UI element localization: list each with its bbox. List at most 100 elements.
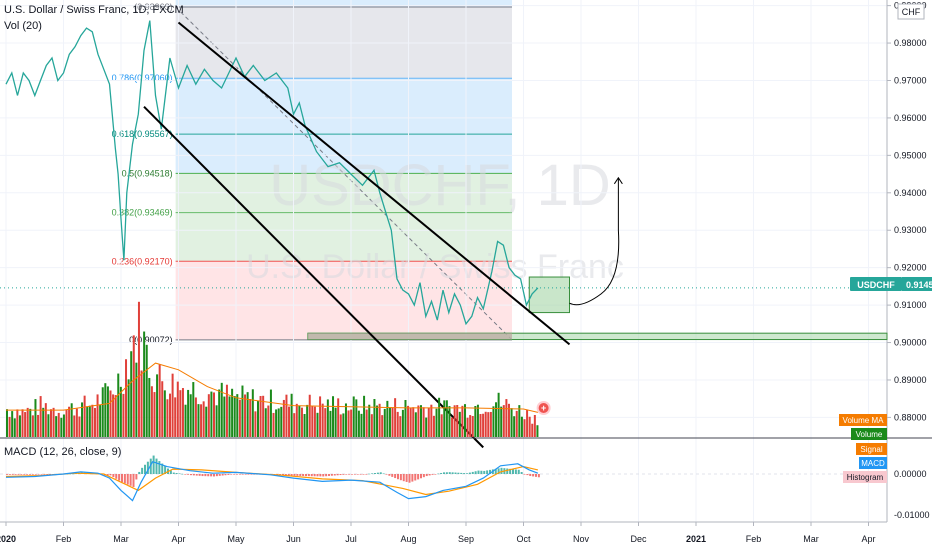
volume-bar — [119, 386, 122, 437]
histogram-bar — [287, 474, 290, 476]
volume-bar — [88, 405, 91, 437]
volume-bar — [75, 408, 78, 437]
symbol-title[interactable]: U.S. Dollar / Swiss Franc, 1D, FXCM — [4, 4, 184, 16]
volume-bar — [215, 405, 218, 437]
volume-indicator-label[interactable]: Vol (20) — [4, 20, 42, 32]
volume-bar — [334, 407, 337, 437]
volume-bar — [62, 414, 65, 437]
fib-band-1 — [175, 78, 512, 135]
volume-bar — [96, 394, 99, 437]
histogram-bar — [402, 474, 405, 482]
histogram-bar — [376, 472, 379, 474]
legend-badge-bg — [856, 443, 887, 455]
channel-upper-line — [177, 21, 571, 346]
volume-bar — [311, 406, 314, 437]
histogram-bar — [356, 474, 359, 475]
histogram-bar — [333, 474, 336, 476]
currency-box[interactable] — [897, 3, 925, 20]
histogram-bar — [434, 474, 437, 475]
histogram-bar — [520, 472, 523, 474]
trend-channel[interactable] — [143, 21, 623, 449]
histogram-bar — [509, 468, 512, 474]
macd-tick-label: -0.01000 — [894, 510, 930, 520]
volume-bar — [394, 398, 397, 437]
histogram-bar — [319, 474, 322, 477]
volume-bar — [57, 412, 60, 437]
histogram-bar — [310, 474, 313, 477]
histogram-bar — [368, 473, 371, 475]
histogram-bar — [129, 474, 132, 486]
time-tick-label: Jun — [286, 534, 301, 544]
histogram-bar — [457, 472, 460, 474]
volume-bar — [324, 408, 327, 437]
volume-bar — [282, 399, 285, 437]
volume-bar — [319, 396, 322, 437]
volume-bar — [357, 410, 360, 437]
volume-bar — [6, 409, 8, 437]
legend-badge-label: Signal — [860, 445, 882, 454]
time-tick-label: 2020 — [0, 534, 16, 544]
histogram-bar — [414, 474, 417, 481]
histogram-bar — [451, 472, 454, 474]
volume-bar — [360, 413, 363, 437]
volume-bar — [132, 335, 135, 437]
histogram-bar — [218, 474, 221, 476]
histogram-bar — [14, 474, 17, 475]
histogram-bar — [486, 470, 489, 474]
histogram-bar — [43, 474, 46, 475]
time-axis[interactable]: 2020 Feb Mar Apr May Jun Jul Aug Sep Oct Nov Dec 202… — [0, 522, 876, 544]
histogram-bar — [141, 467, 144, 474]
volume-bar — [505, 399, 508, 437]
histogram-bar — [537, 474, 540, 478]
histogram-bar — [290, 474, 293, 476]
volume-bar — [163, 390, 166, 437]
volume-bar — [259, 395, 262, 437]
histogram-bar — [207, 474, 210, 477]
macd-tick-label: 0.00000 — [894, 469, 927, 479]
histogram-bar — [175, 472, 178, 474]
last-price-value-bg — [902, 277, 932, 291]
histogram-bar — [362, 474, 365, 475]
histogram-bar — [227, 474, 230, 475]
volume-bar — [350, 409, 353, 437]
volume-bar — [262, 395, 265, 437]
volume-bar — [458, 411, 461, 437]
drawn-zones[interactable] — [0, 276, 888, 341]
volume-bar — [531, 423, 534, 437]
histogram-bar — [382, 473, 385, 475]
volume-bar — [448, 406, 451, 437]
histogram-bar — [379, 472, 382, 474]
volume-bar — [145, 344, 148, 437]
macd-indicator-label[interactable]: MACD (12, 26, close, 9) — [4, 446, 122, 458]
histogram-bar — [371, 473, 374, 474]
volume-bar — [34, 399, 37, 437]
fib-level-label: 0(0.90072) — [129, 335, 173, 345]
volume-pane[interactable] — [6, 301, 539, 437]
histogram-bar — [342, 474, 345, 475]
fib-level-label: 0.236(0.92170) — [112, 256, 173, 266]
volume-bar — [497, 392, 500, 437]
volume-bar — [161, 381, 164, 437]
histogram-bar — [201, 474, 204, 477]
volume-bar — [218, 389, 221, 437]
volume-bar — [484, 411, 487, 437]
histogram-bar — [40, 474, 43, 475]
volume-bar — [21, 409, 24, 437]
legend-badge-bg — [839, 414, 887, 426]
volume-bar — [300, 407, 303, 437]
last-price-symbol: USDCHF — [857, 280, 895, 290]
volume-bar — [308, 394, 311, 437]
volume-bar — [44, 403, 47, 437]
histogram-bar — [135, 474, 138, 480]
histogram-bar — [359, 474, 362, 475]
histogram-bar — [313, 474, 316, 477]
histogram-bar — [250, 474, 253, 475]
volume-bar — [326, 399, 329, 437]
histogram-bar — [339, 474, 342, 476]
volume-bar — [171, 373, 174, 437]
volume-bar — [73, 415, 76, 437]
volume-bar — [223, 396, 226, 437]
macd-pane[interactable] — [0, 455, 887, 502]
